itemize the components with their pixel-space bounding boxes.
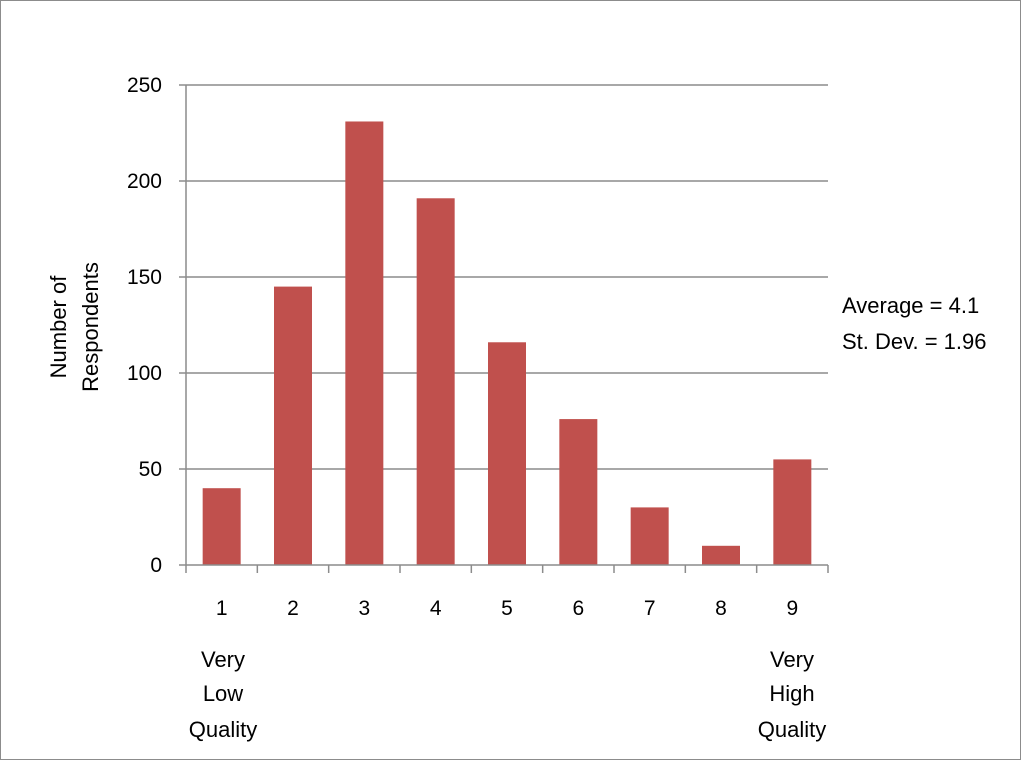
average-annotation: Average = 4.1 (842, 293, 979, 318)
x-tick-label-7: 7 (644, 597, 656, 620)
y-tick-label-100: 100 (127, 362, 162, 385)
bar-4 (416, 198, 455, 565)
x-tick-labels: 1 2 3 4 5 6 7 8 9 (216, 597, 798, 620)
y-tick-label-150: 150 (127, 266, 162, 289)
x-tick-label-6: 6 (572, 597, 584, 620)
bar-6 (559, 419, 598, 565)
bar-3 (345, 121, 384, 565)
y-tick-label-0: 0 (150, 554, 162, 577)
x-tick-label-9: 9 (786, 597, 798, 620)
x-tick-label-2: 2 (287, 597, 299, 620)
bar-1 (202, 488, 241, 565)
axes (179, 84, 829, 573)
high-quality-label-line-1: Very (770, 647, 814, 672)
y-axis-title-line-2: Respondents (78, 262, 103, 392)
low-quality-label-line-3: Quality (189, 717, 257, 742)
bar-7 (630, 507, 669, 565)
high-quality-label-line-2: High (769, 681, 814, 706)
y-tick-label-250: 250 (127, 74, 162, 97)
y-tick-label-200: 200 (127, 170, 162, 193)
x-tick-label-3: 3 (358, 597, 370, 620)
y-axis-title-line-1: Number of (46, 275, 71, 379)
y-tick-labels: 0 50 100 150 200 250 (127, 74, 162, 577)
x-tick-label-5: 5 (501, 597, 513, 620)
high-quality-label: Very High Quality (758, 647, 826, 742)
bar-8 (702, 545, 740, 565)
x-tick-label-4: 4 (430, 597, 442, 620)
low-quality-label: Very Low Quality (189, 647, 257, 742)
bar-2 (274, 286, 312, 565)
low-quality-label-line-1: Very (201, 647, 245, 672)
bars (202, 121, 812, 565)
bar-5 (488, 342, 526, 565)
y-tick-label-50: 50 (139, 458, 162, 481)
bar-9 (773, 459, 812, 565)
low-quality-label-line-2: Low (203, 681, 243, 706)
x-tick-label-1: 1 (216, 597, 228, 620)
x-tick-label-8: 8 (715, 597, 727, 620)
high-quality-label-line-3: Quality (758, 717, 826, 742)
stdev-annotation: St. Dev. = 1.96 (842, 329, 987, 354)
